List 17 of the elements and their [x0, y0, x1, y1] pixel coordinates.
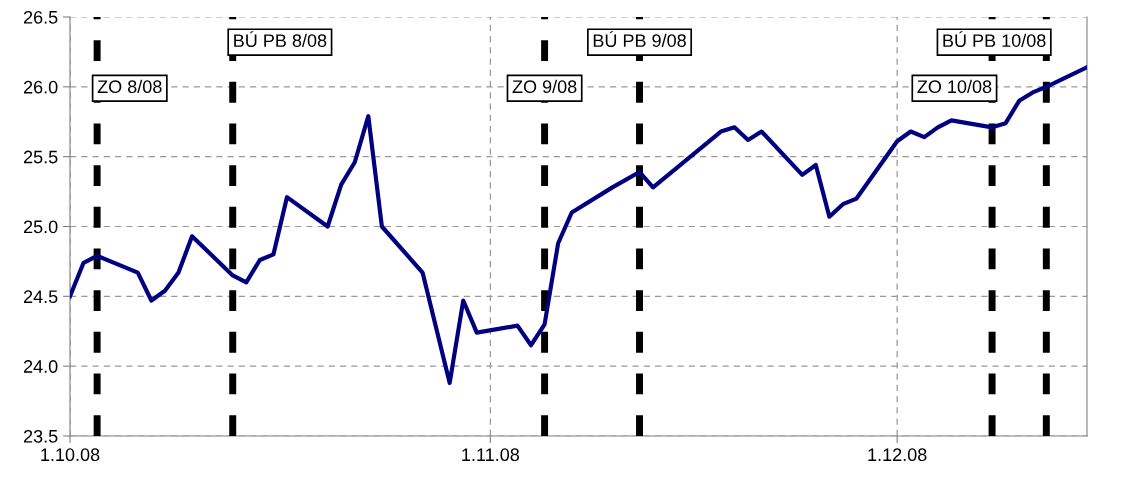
ref-line-label: BÚ PB 9/08 — [593, 31, 686, 47]
x-tick-label: 1.10.08 — [41, 448, 100, 462]
line-series — [70, 65, 1087, 386]
y-tick-label: 24.0 — [23, 360, 58, 373]
ref-line-label: ZO 9/08 — [512, 79, 577, 94]
y-tick-label: 26.0 — [23, 80, 58, 94]
ref-line-label: ZO 10/08 — [917, 79, 992, 94]
x-tick-label: 1.11.08 — [462, 448, 520, 462]
y-tick-label: 25.0 — [23, 220, 58, 234]
ref-line-label: BÚ PB 8/08 — [234, 31, 327, 47]
y-tick-label: 25.5 — [23, 150, 58, 164]
x-tick-label: 1.12.08 — [868, 448, 927, 462]
ref-line-label: BÚ PB 10/08 — [943, 31, 1046, 47]
y-tick-label: 23.5 — [23, 429, 58, 443]
ref-line-label: ZO 8/08 — [97, 79, 162, 94]
y-tick-label: 26.5 — [23, 10, 58, 24]
y-tick-label: 24.5 — [23, 290, 58, 304]
